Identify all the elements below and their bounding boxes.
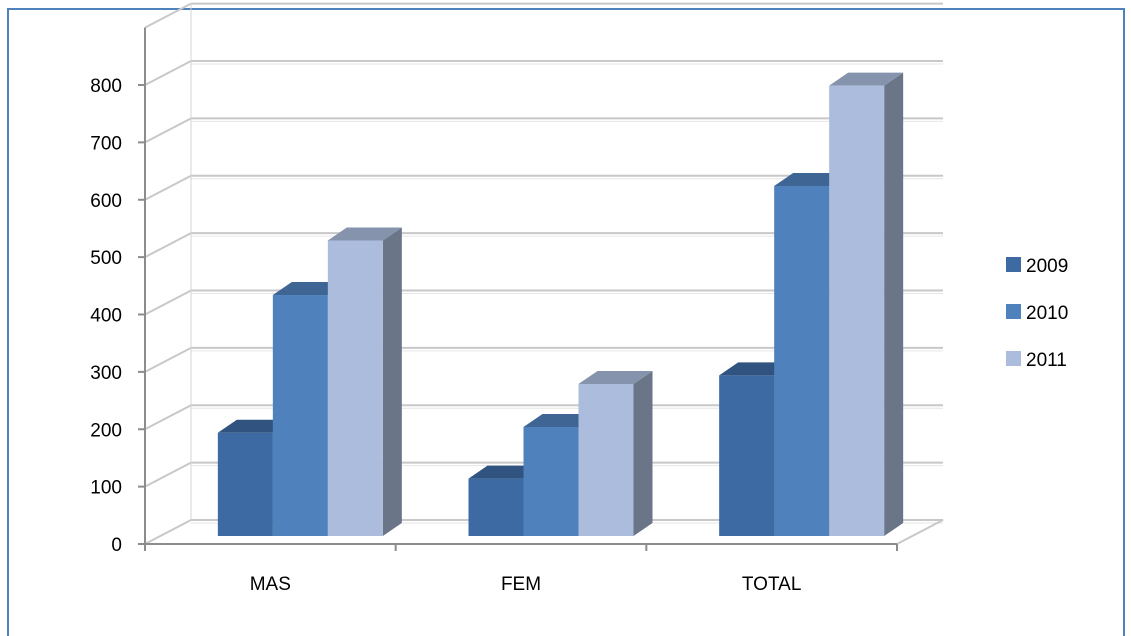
y-tick-label: 800 (90, 76, 122, 97)
bar (523, 426, 579, 536)
gridline-side (144, 232, 192, 259)
y-tick-label: 400 (90, 306, 122, 327)
legend: 2009 2010 2011 (1006, 256, 1068, 371)
legend-label: 2011 (1026, 350, 1067, 371)
chart-frame (7, 8, 1125, 636)
x-tick-label: FEM (501, 574, 541, 595)
gridline-side (144, 404, 192, 431)
gridline-side (144, 346, 192, 373)
y-tick-label: 300 (90, 363, 122, 384)
bar (272, 295, 328, 536)
x-tick-label: MAS (250, 574, 291, 595)
y-tick-label: 100 (90, 478, 122, 499)
gridline-side (144, 519, 192, 545)
legend-swatch (1006, 257, 1021, 272)
legend-label: 2009 (1026, 256, 1068, 277)
x-tick-label: TOTAL (742, 574, 801, 595)
bar-side (633, 370, 653, 536)
bar (578, 383, 634, 536)
y-tick-label: 500 (90, 248, 122, 269)
gridline-side (144, 461, 192, 488)
bars (217, 72, 904, 537)
bar (774, 186, 830, 536)
gridline-side (144, 117, 192, 144)
gridline-side (144, 289, 192, 316)
axis-labels: 0 100 200 300 400 500 600 700 800 MAS FEM TOTAL (90, 76, 801, 595)
legend-swatch (1006, 351, 1021, 366)
bar-top (327, 227, 402, 241)
y-tick-label: 600 (90, 191, 122, 212)
gridline-side (144, 60, 192, 86)
bar (217, 432, 273, 536)
bar (327, 240, 383, 537)
bar-top (578, 370, 653, 384)
gridline-side (144, 2, 192, 29)
y-tick-label: 200 (90, 420, 122, 441)
bar-top (829, 72, 904, 86)
axes (138, 27, 944, 551)
bar-side (884, 72, 904, 536)
bar (468, 478, 524, 536)
y-tick-label: 700 (90, 133, 122, 154)
bar (719, 375, 775, 536)
y-tick-label: 0 (111, 535, 122, 556)
legend-swatch (1006, 304, 1021, 319)
bar-side (382, 227, 402, 537)
bar (829, 85, 885, 536)
gridline-side (144, 174, 192, 201)
legend-label: 2010 (1026, 303, 1068, 324)
